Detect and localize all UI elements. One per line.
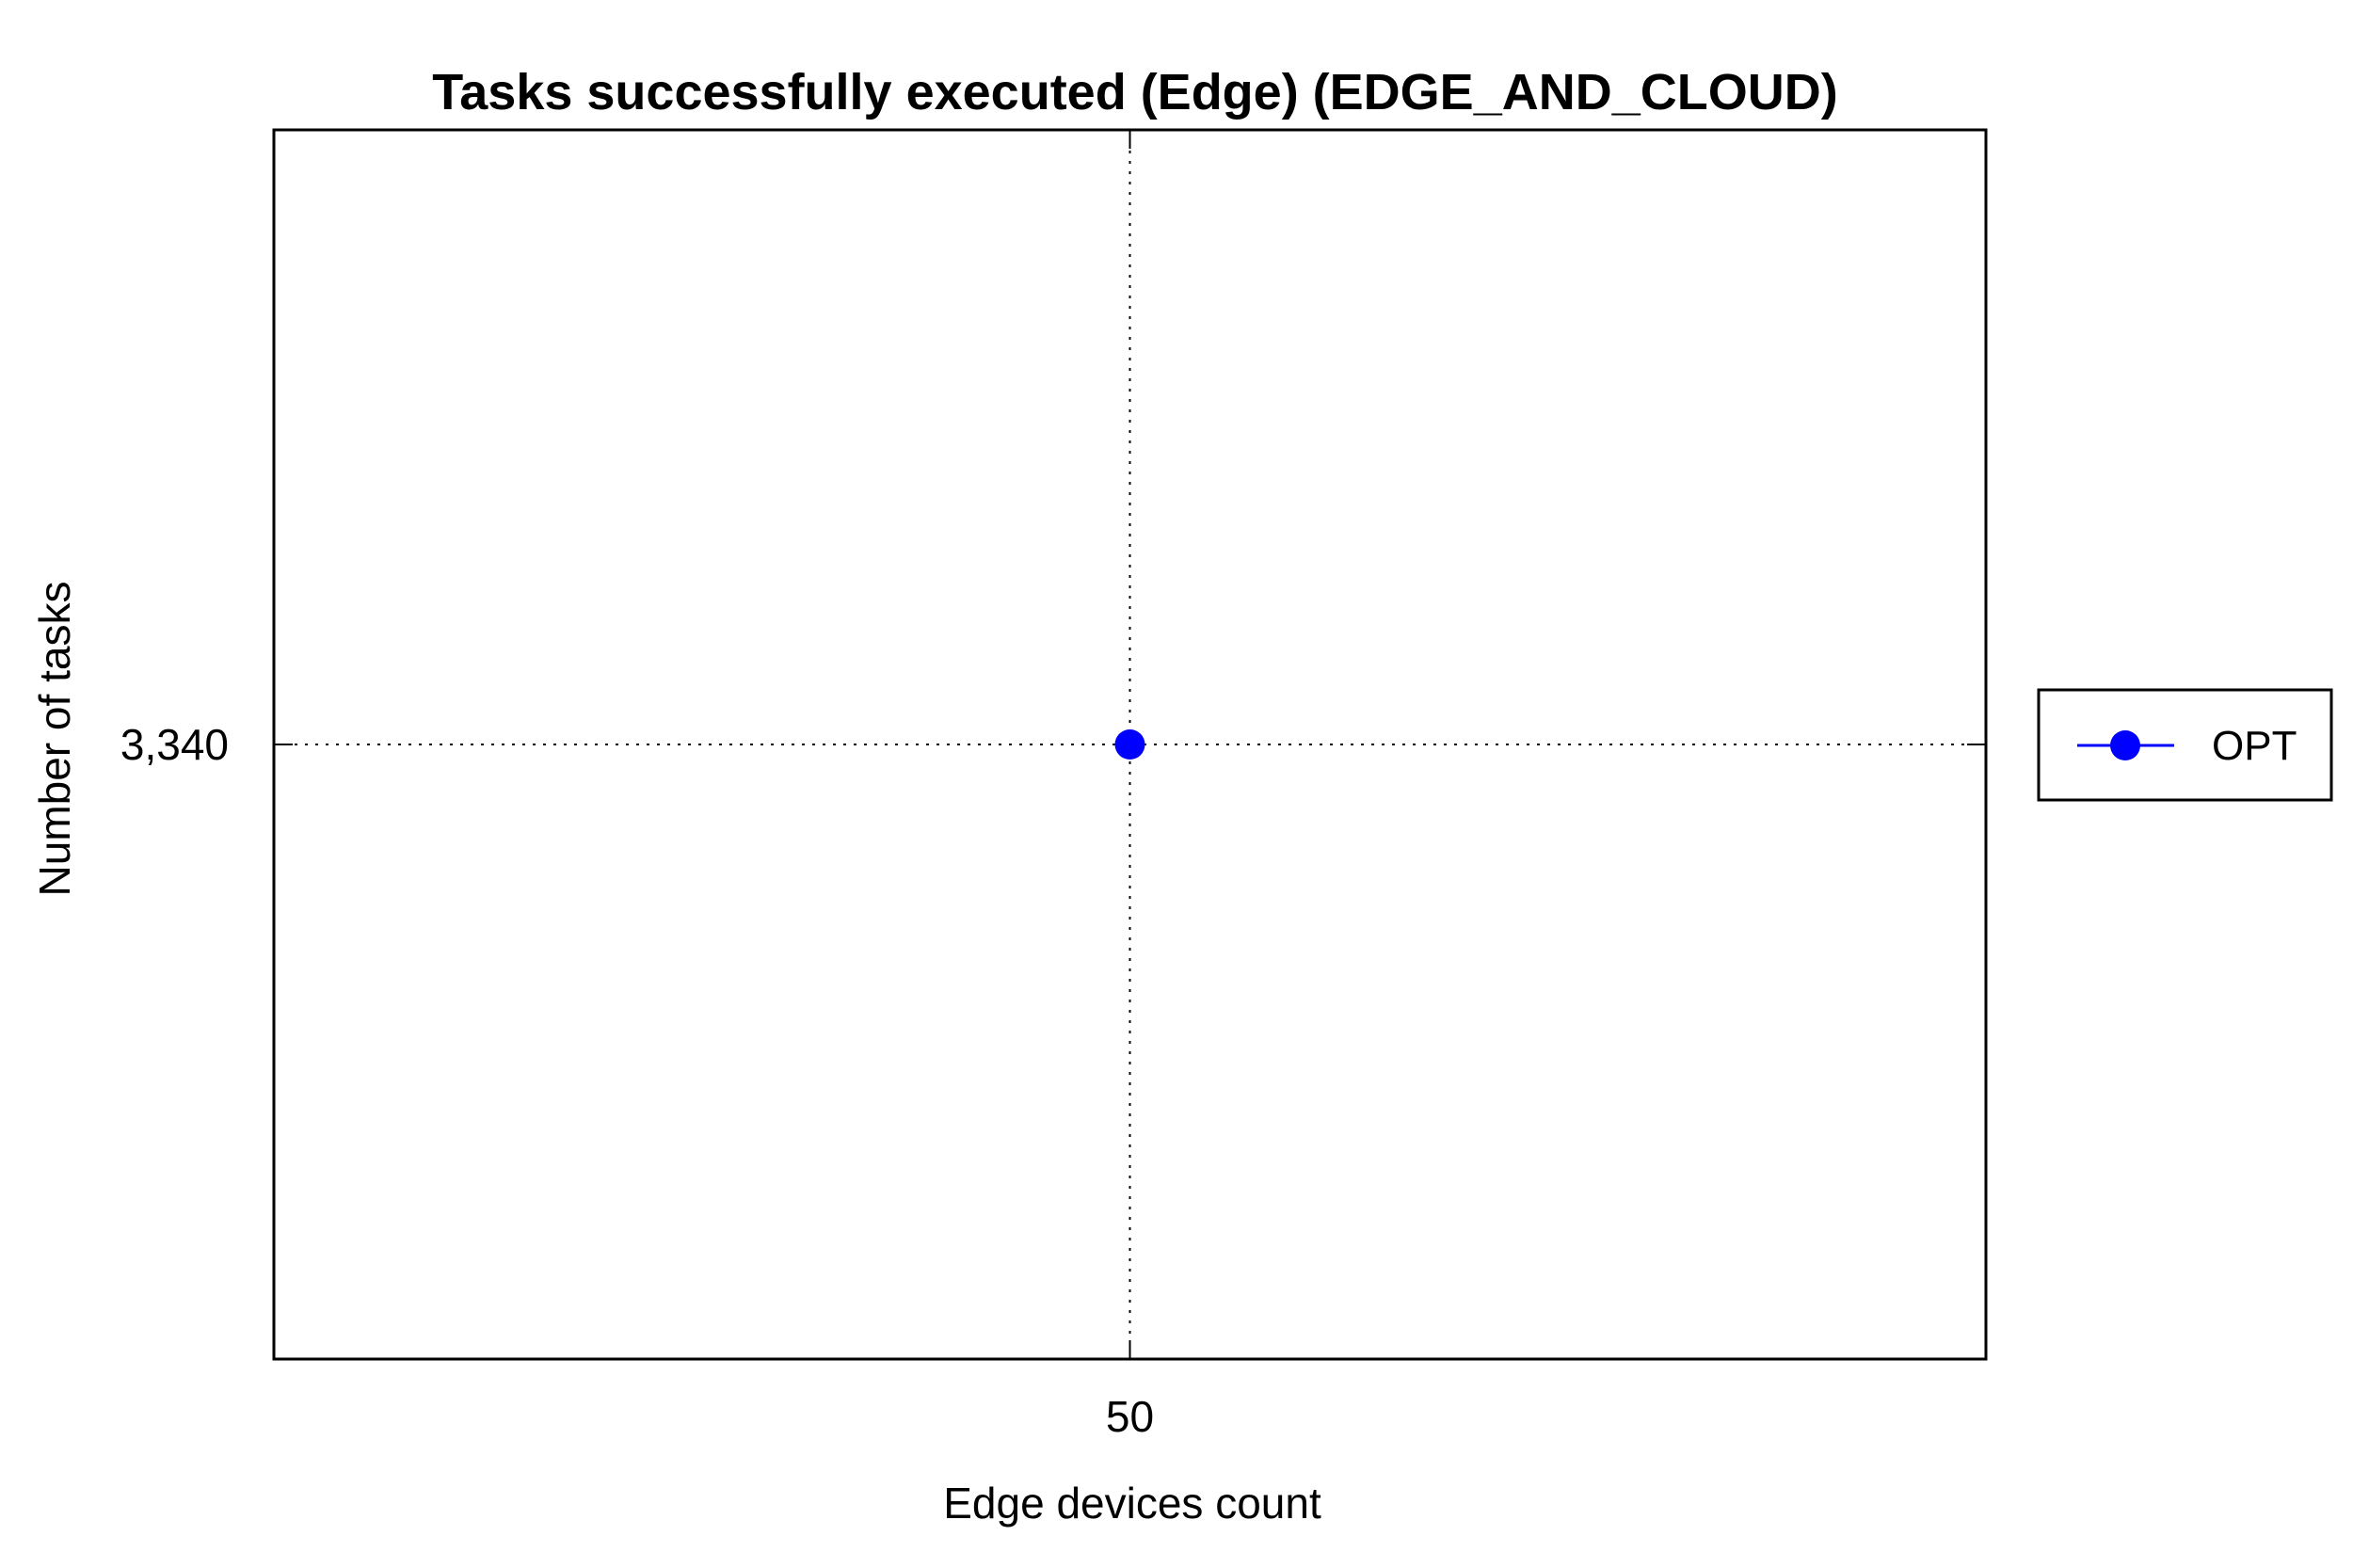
series-group [1114,729,1145,760]
legend-label: OPT [2212,723,2297,769]
legend-marker-swatch [2110,730,2140,760]
data-point [1114,729,1145,760]
x-axis-ticks: 50 [1106,130,1154,1441]
legend: OPT [2037,688,2333,802]
y-tick-label: 3,340 [120,720,229,769]
x-tick-label: 50 [1106,1392,1154,1441]
x-axis-label: Edge devices count [943,1479,1321,1528]
chart-title: Tasks successfully executed (Edge) (EDGE… [432,64,1837,120]
y-axis-ticks: 3,340 [120,720,1986,769]
y-axis-label: Number of tasks [30,582,79,897]
